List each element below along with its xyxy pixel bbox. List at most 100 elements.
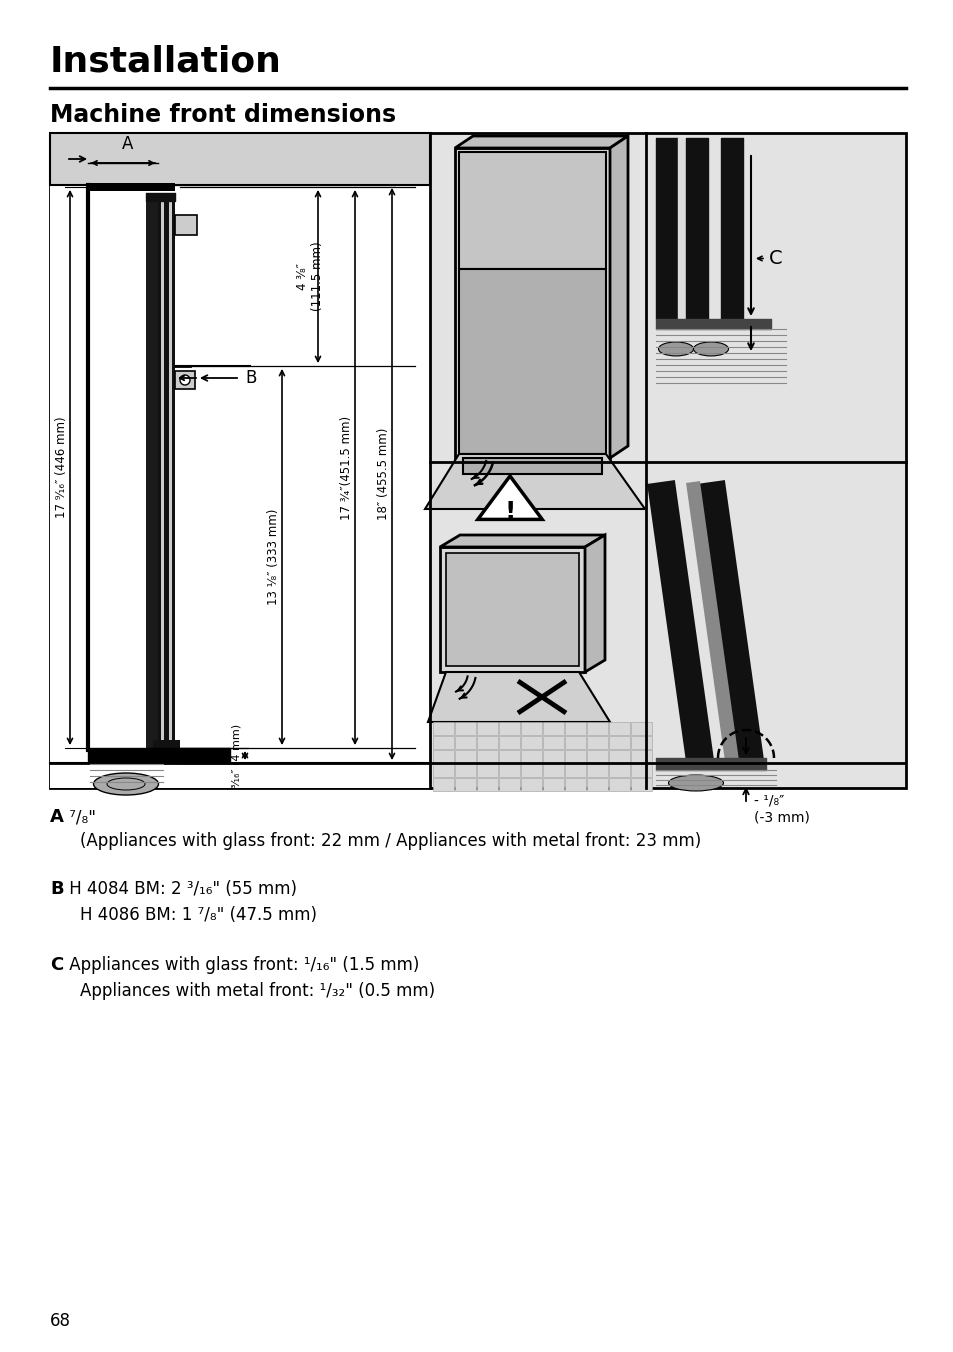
Bar xyxy=(433,750,454,763)
Text: 18″ (455.5 mm): 18″ (455.5 mm) xyxy=(377,427,390,521)
Bar xyxy=(476,777,497,791)
Bar xyxy=(586,750,607,763)
Text: 17 ³⁄₄″(451.5 mm): 17 ³⁄₄″(451.5 mm) xyxy=(340,415,354,519)
Text: 17 ⁹⁄₁₆″ (446 mm): 17 ⁹⁄₁₆″ (446 mm) xyxy=(55,416,69,518)
Bar xyxy=(455,735,476,749)
Text: !: ! xyxy=(504,500,516,525)
Bar xyxy=(564,735,585,749)
Bar xyxy=(476,735,497,749)
Bar xyxy=(164,193,169,748)
Bar xyxy=(455,147,609,458)
Bar xyxy=(520,722,541,735)
Bar xyxy=(542,777,563,791)
Bar xyxy=(608,777,629,791)
Bar xyxy=(158,193,174,748)
Bar xyxy=(458,269,605,454)
Bar xyxy=(476,764,497,777)
Polygon shape xyxy=(424,454,644,508)
Bar xyxy=(146,193,158,748)
Polygon shape xyxy=(455,137,627,147)
Bar xyxy=(174,215,196,235)
Bar xyxy=(50,185,430,788)
Text: C: C xyxy=(50,956,63,973)
Polygon shape xyxy=(439,535,604,548)
Bar xyxy=(630,750,651,763)
Bar xyxy=(174,370,194,389)
Bar xyxy=(520,735,541,749)
Text: ⁷/₈": ⁷/₈" xyxy=(64,808,96,826)
Text: (Appliances with glass front: 22 mm / Appliances with metal front: 23 mm): (Appliances with glass front: 22 mm / Ap… xyxy=(80,831,700,850)
Bar xyxy=(498,750,519,763)
Bar xyxy=(564,764,585,777)
Bar xyxy=(630,735,651,749)
Bar xyxy=(542,735,563,749)
Bar xyxy=(630,777,651,791)
Bar xyxy=(433,777,454,791)
Polygon shape xyxy=(609,137,627,458)
Text: A: A xyxy=(50,808,64,826)
Bar xyxy=(50,132,430,185)
Text: Machine front dimensions: Machine front dimensions xyxy=(50,103,395,127)
Bar xyxy=(455,777,476,791)
Bar xyxy=(586,764,607,777)
Text: Appliances with glass front: ¹/₁₆" (1.5 mm): Appliances with glass front: ¹/₁₆" (1.5 … xyxy=(64,956,419,973)
Text: H 4086 BM: 1 ⁷/₈" (47.5 mm): H 4086 BM: 1 ⁷/₈" (47.5 mm) xyxy=(80,906,316,923)
Text: 68: 68 xyxy=(50,1311,71,1330)
Ellipse shape xyxy=(668,775,722,791)
Bar xyxy=(458,151,605,269)
Bar xyxy=(455,750,476,763)
Bar xyxy=(520,764,541,777)
Bar xyxy=(433,735,454,749)
Bar xyxy=(161,193,172,748)
Bar xyxy=(520,777,541,791)
Bar xyxy=(542,722,563,735)
Polygon shape xyxy=(646,480,714,769)
Bar xyxy=(542,764,563,777)
Text: Installation: Installation xyxy=(50,45,281,78)
Bar xyxy=(586,777,607,791)
Bar xyxy=(152,740,180,748)
Text: Appliances with metal front: ¹/₃₂" (0.5 mm): Appliances with metal front: ¹/₃₂" (0.5 … xyxy=(80,982,435,1000)
Ellipse shape xyxy=(658,342,693,356)
Text: B: B xyxy=(245,369,256,387)
Text: - ¹/₈″
(-3 mm): - ¹/₈″ (-3 mm) xyxy=(753,794,809,825)
Text: B: B xyxy=(50,880,64,898)
Bar xyxy=(433,722,454,735)
Bar xyxy=(586,735,607,749)
Bar xyxy=(542,750,563,763)
Bar xyxy=(498,735,519,749)
Bar xyxy=(630,764,651,777)
Bar xyxy=(520,750,541,763)
Bar xyxy=(446,553,578,667)
Bar xyxy=(455,764,476,777)
Text: 4 ³⁄₈″
(111.5 mm): 4 ³⁄₈″ (111.5 mm) xyxy=(295,242,324,311)
Bar xyxy=(498,777,519,791)
Bar xyxy=(476,722,497,735)
Bar xyxy=(630,722,651,735)
Text: ³⁄₁₆″ (4 mm): ³⁄₁₆″ (4 mm) xyxy=(232,723,242,788)
Ellipse shape xyxy=(93,773,158,795)
Polygon shape xyxy=(697,480,764,769)
Bar xyxy=(564,722,585,735)
Bar xyxy=(50,132,905,788)
Bar xyxy=(498,764,519,777)
Polygon shape xyxy=(584,535,604,672)
Bar xyxy=(462,458,601,475)
Text: H 4084 BM: 2 ³/₁₆" (55 mm): H 4084 BM: 2 ³/₁₆" (55 mm) xyxy=(64,880,296,898)
Polygon shape xyxy=(428,672,609,722)
Bar xyxy=(564,777,585,791)
Bar xyxy=(608,750,629,763)
Bar xyxy=(439,548,584,672)
Text: C: C xyxy=(768,249,781,268)
Text: A: A xyxy=(122,135,133,153)
Bar xyxy=(88,183,174,191)
Bar xyxy=(476,750,497,763)
Polygon shape xyxy=(685,481,740,769)
Bar xyxy=(608,722,629,735)
Ellipse shape xyxy=(693,342,728,356)
Text: 13 ¹⁄₈″ (333 mm): 13 ¹⁄₈″ (333 mm) xyxy=(267,508,280,606)
Circle shape xyxy=(180,375,190,385)
Bar xyxy=(586,722,607,735)
Bar xyxy=(564,750,585,763)
Bar xyxy=(433,764,454,777)
